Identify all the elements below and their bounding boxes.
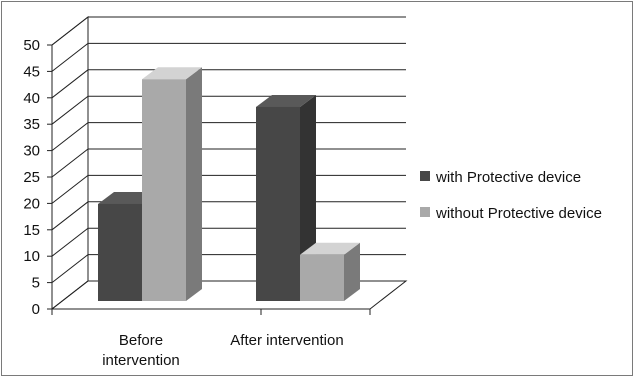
bar-top: [142, 67, 202, 80]
y-tick-label: 10: [23, 248, 40, 265]
legend-swatch-without-protective-device: [420, 207, 430, 217]
gridline: [51, 148, 406, 178]
y-tick-label: 45: [23, 63, 40, 80]
gridline: [51, 16, 406, 46]
x-tick-label: After intervention: [230, 332, 343, 349]
y-tick-label: 35: [23, 116, 40, 133]
gridline: [51, 69, 406, 99]
bar: [142, 79, 186, 302]
bar: [98, 203, 142, 301]
legend: with Protective device without Protectiv…: [420, 169, 602, 222]
bar-side: [186, 67, 202, 302]
y-tick-labels: 0 5 10 15 20 25 30 35 40 45 50: [23, 37, 52, 318]
bar: [300, 254, 344, 301]
bars: [98, 67, 360, 302]
y-tick-label: 15: [23, 222, 40, 239]
y-tick-label: 25: [23, 169, 40, 186]
x-tick-labels: Before intervention After intervention: [102, 332, 343, 369]
legend-label-without-protective-device: without Protective device: [435, 205, 602, 222]
gridline: [51, 95, 406, 125]
x-tick-label: Before: [119, 332, 163, 349]
y-tick-label: 40: [23, 90, 40, 107]
bar: [256, 106, 300, 302]
x-tick-label: intervention: [102, 352, 180, 369]
legend-swatch-with-protective-device: [420, 171, 430, 181]
y-tick-label: 20: [23, 195, 40, 212]
gridline: [51, 42, 406, 72]
legend-label-with-protective-device: with Protective device: [435, 169, 581, 186]
y-tick-label: 5: [32, 275, 40, 292]
y-tick-label: 30: [23, 143, 40, 160]
y-tick-label: 0: [32, 301, 40, 318]
bar-top: [300, 242, 360, 255]
bar-side: [344, 242, 360, 301]
bar-top: [256, 94, 316, 107]
y-tick-label: 50: [23, 37, 40, 54]
gridline: [51, 122, 406, 151]
